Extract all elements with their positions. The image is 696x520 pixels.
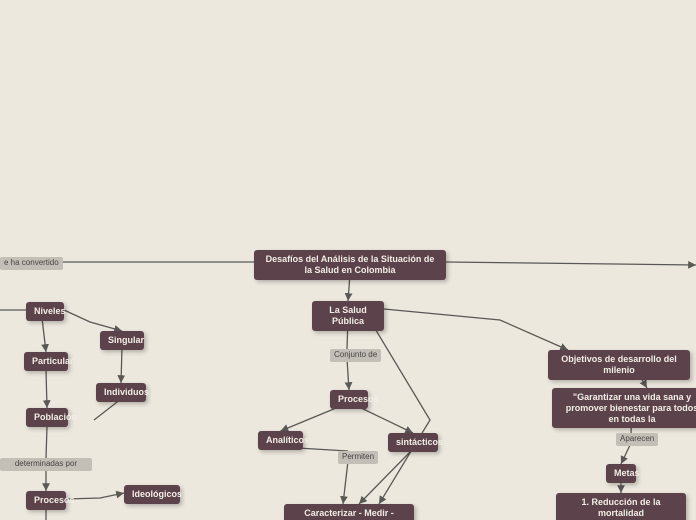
node-singular[interactable]: Singular xyxy=(100,331,144,350)
label-conjunto: Conjunto de xyxy=(330,349,381,362)
node-analiticos[interactable]: Analíticos xyxy=(258,431,303,450)
label-determinadas: determinadas por xyxy=(0,458,92,471)
node-procesos-left[interactable]: Procesos xyxy=(26,491,66,510)
label-aparecen: Aparecen xyxy=(616,433,658,446)
node-procesos-center[interactable]: Procesos xyxy=(330,390,368,409)
node-ideologicos[interactable]: Ideológicos xyxy=(124,485,180,504)
node-metas[interactable]: Metas xyxy=(606,464,636,483)
label-permiten: Permiten xyxy=(338,451,378,464)
node-poblacion[interactable]: Población xyxy=(26,408,68,427)
node-garantizar[interactable]: "Garantizar una vida sana y promover bie… xyxy=(552,388,696,428)
node-sintacticos[interactable]: sintácticos xyxy=(388,433,438,452)
node-odm[interactable]: Objetivos de desarrollo del milenio xyxy=(548,350,690,380)
node-reduccion[interactable]: 1. Reducción de la mortalidad xyxy=(556,493,686,520)
node-salud[interactable]: La Salud Pública xyxy=(312,301,384,331)
node-caracterizar[interactable]: Caracterizar - Medir - Explicar xyxy=(284,504,414,520)
node-individuos[interactable]: Individuos xyxy=(96,383,146,402)
label-convertido: e ha convertido xyxy=(0,257,63,270)
node-root[interactable]: Desafíos del Análisis de la Situación de… xyxy=(254,250,446,280)
node-particular[interactable]: Particular xyxy=(24,352,68,371)
node-niveles[interactable]: Niveles xyxy=(26,302,64,321)
diagram-canvas: Desafíos del Análisis de la Situación de… xyxy=(0,0,696,520)
